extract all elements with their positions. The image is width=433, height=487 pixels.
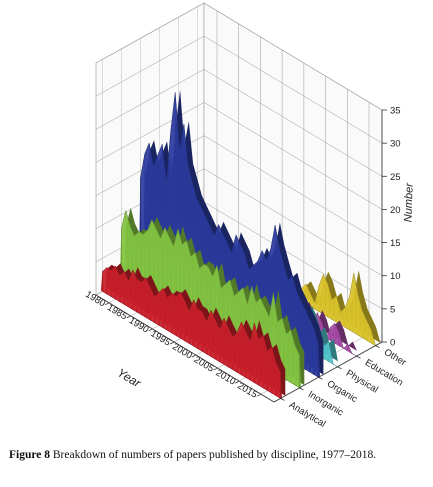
z-gridline [95,2,383,111]
z-tick-label: 35 [390,106,401,117]
depth-axis-line [273,341,383,403]
z-tick-label: 30 [390,139,401,150]
chart-svg: 05101520253035Number19801985199019952000… [83,2,416,430]
x-axis-label: Year [115,365,144,390]
depth-tick [337,366,342,370]
figure-caption-text: Breakdown of numbers of papers published… [52,449,377,461]
x-tick [256,393,262,397]
depth-tick [375,345,380,348]
z-gridline [95,135,383,243]
z-gridline [95,35,383,144]
z-tick-label: 5 [390,304,395,315]
x-tick [191,354,197,358]
chart-series [100,89,381,400]
x-tick [235,380,240,384]
z-tick-label: 0 [390,338,395,349]
depth-tick [318,376,323,380]
depth-tick [356,355,361,359]
x-tick [104,302,110,306]
z-gridline [95,69,383,177]
series-label: Other [382,347,408,369]
z-tick-label: 10 [390,271,401,282]
x-tick [126,315,131,319]
depth-tick [299,387,304,391]
z-tick-label: 20 [390,205,401,216]
x-tick [169,341,175,345]
x-tick [213,367,218,371]
z-axis-label: Number [402,182,415,223]
series-front-face [102,265,281,399]
z-tick-label: 25 [390,172,401,183]
z-gridline [95,102,383,210]
x-tick [148,328,153,332]
x-axis-line [95,294,275,403]
z-tick-label: 15 [390,238,401,249]
z-gridline [95,168,383,276]
series-analytical [100,263,286,400]
depth-tick [280,398,285,401]
chart: 0 5 10 15 20 25 30 35 Number 1980 1985 1990 1995 2000… [83,2,416,430]
figure-caption: Figure 8 Breakdown of numbers of papers … [9,448,427,462]
figure-caption-label: Figure 8 [9,449,50,461]
